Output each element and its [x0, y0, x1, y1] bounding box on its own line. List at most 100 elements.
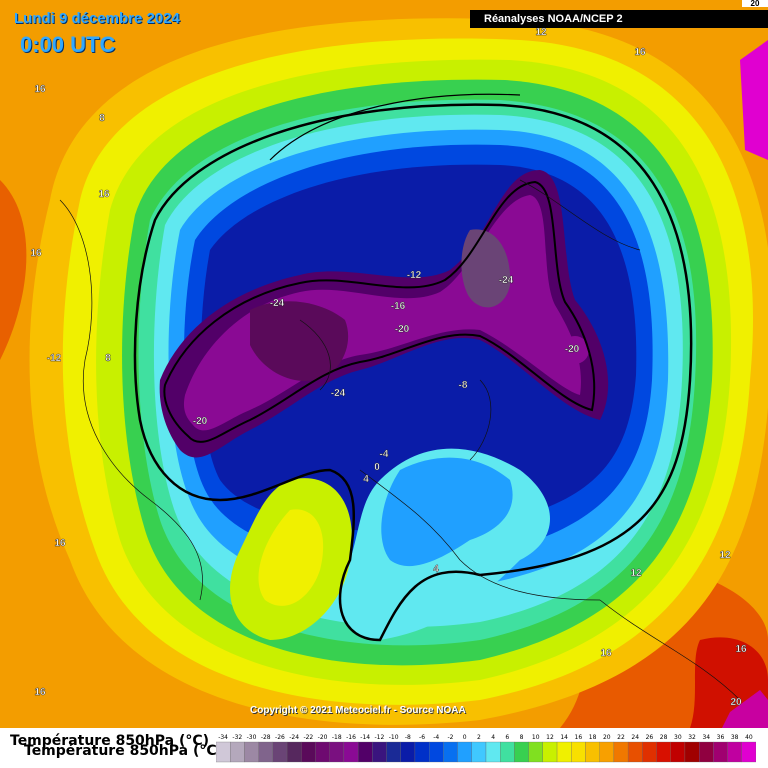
legend-value: 22 — [617, 734, 625, 741]
legend-value: 34 — [702, 734, 710, 741]
magenta-corner — [722, 690, 768, 728]
corner-label: 20 — [742, 0, 768, 8]
legend-value: -22 — [303, 734, 313, 741]
legend-value: -12 — [375, 734, 385, 741]
legend-value: -18 — [332, 734, 342, 741]
legend-value: 40 — [745, 734, 753, 741]
contour-minus20 — [163, 180, 596, 443]
contour-label: 16 — [34, 687, 46, 698]
temperature-map: 12 16 16 8 16 16 -12 8 -12 -24 -24 -16 -20 -20 -8 -24 -2… — [0, 18, 768, 728]
legend-value: -32 — [232, 734, 242, 741]
contour-label: -24 — [270, 298, 285, 309]
legend-swatch — [301, 741, 316, 763]
legend-swatch — [627, 741, 643, 763]
legend-value: -14 — [360, 734, 370, 741]
contour-labels: 12 16 16 8 16 16 -12 8 -12 -24 -24 -16 -20 -20 -8 -24 -2… — [30, 27, 747, 708]
legend-value: -8 — [405, 734, 411, 741]
legend-value: 24 — [631, 734, 639, 741]
contour-label: 12 — [719, 550, 731, 561]
legend-swatch — [272, 741, 288, 763]
contour-label: 8 — [99, 113, 105, 124]
legend-swatch — [571, 741, 586, 763]
contour-label: -16 — [391, 301, 406, 312]
legend-swatch — [343, 741, 359, 763]
contour-label: -24 — [331, 388, 346, 399]
legend-value: -20 — [318, 734, 328, 741]
cold-core-deep — [250, 301, 349, 381]
contour-north — [269, 93, 521, 161]
legend-swatch — [258, 741, 273, 763]
legend-value: 32 — [688, 734, 696, 741]
legend-swatch — [699, 741, 714, 763]
contour-label: 0 — [374, 462, 380, 473]
cold-tongue-europe-inner — [381, 457, 513, 567]
magenta-top-right — [740, 40, 768, 160]
legend-value: -2 — [447, 734, 453, 741]
legend-swatch — [684, 741, 700, 763]
legend-swatch — [286, 741, 302, 763]
legend-swatch — [485, 741, 501, 763]
legend-value: 8 — [520, 734, 524, 741]
contour-label: 16 — [34, 84, 46, 95]
legend-value: -28 — [261, 734, 271, 741]
legend-swatch — [400, 741, 416, 763]
legend-swatch — [656, 741, 671, 763]
contour-label: 4 — [363, 474, 369, 485]
legend-footer: Température 850hPa (°C) Température 850h… — [0, 728, 768, 768]
legend-swatch — [386, 741, 401, 763]
contour-label: -20 — [395, 324, 410, 335]
contour-label: 16 — [600, 648, 612, 659]
legend-swatch — [414, 741, 430, 763]
legend-value: 20 — [603, 734, 611, 741]
legend-swatch — [457, 741, 472, 763]
legend-value: 38 — [731, 734, 739, 741]
contour-label: 12 — [535, 27, 547, 38]
contour-label: -8 — [459, 380, 468, 391]
legend-swatch — [329, 741, 345, 763]
legend-value: -10 — [389, 734, 399, 741]
legend-swatch — [713, 741, 728, 763]
legend-swatch — [556, 741, 572, 763]
legend-swatch — [230, 741, 245, 763]
map-date-label: Lundi 9 décembre 2024 — [14, 10, 180, 27]
contour-label: 16 — [30, 248, 42, 259]
cold-core-eye — [561, 336, 589, 364]
legend-swatch — [670, 741, 686, 763]
contour-label: -20 — [565, 344, 580, 355]
legend-swatch — [315, 741, 330, 763]
legend-value: 4 — [491, 734, 495, 741]
legend-value: -34 — [218, 734, 228, 741]
contour-label: 16 — [54, 538, 66, 549]
legend-value: 36 — [717, 734, 725, 741]
legend-value: -6 — [419, 734, 425, 741]
contour-label: -20 — [193, 416, 208, 427]
legend-swatch — [542, 741, 558, 763]
legend-value: 18 — [589, 734, 597, 741]
legend-swatch — [741, 741, 756, 763]
legend-value: 6 — [505, 734, 509, 741]
contour-label: 16 — [735, 644, 747, 655]
legend-swatch — [613, 741, 629, 763]
legend-value: 12 — [546, 734, 554, 741]
legend-value: 30 — [674, 734, 682, 741]
contour-label: 12 — [630, 568, 642, 579]
legend-swatch — [372, 741, 387, 763]
legend-swatch — [642, 741, 657, 763]
contour-label: 16 — [98, 189, 110, 200]
legend-swatch — [471, 741, 487, 763]
legend-swatch — [357, 741, 373, 763]
legend-swatch — [599, 741, 615, 763]
legend-value: -26 — [275, 734, 285, 741]
legend-swatch — [216, 741, 231, 763]
contour-label: -4 — [380, 449, 389, 460]
contour-label: 8 — [105, 353, 111, 364]
legend-swatch — [500, 741, 515, 763]
contour-label: -12 — [407, 270, 422, 281]
contour-label: 16 — [634, 47, 646, 58]
legend-title-shadow: Température 850hPa (°C) — [24, 743, 224, 759]
source-label: Réanalyses NOAA/NCEP 2 — [470, 10, 768, 28]
legend-value: -16 — [346, 734, 356, 741]
legend-swatch — [727, 741, 742, 763]
contour-0 — [133, 103, 693, 642]
legend-swatch — [585, 741, 600, 763]
